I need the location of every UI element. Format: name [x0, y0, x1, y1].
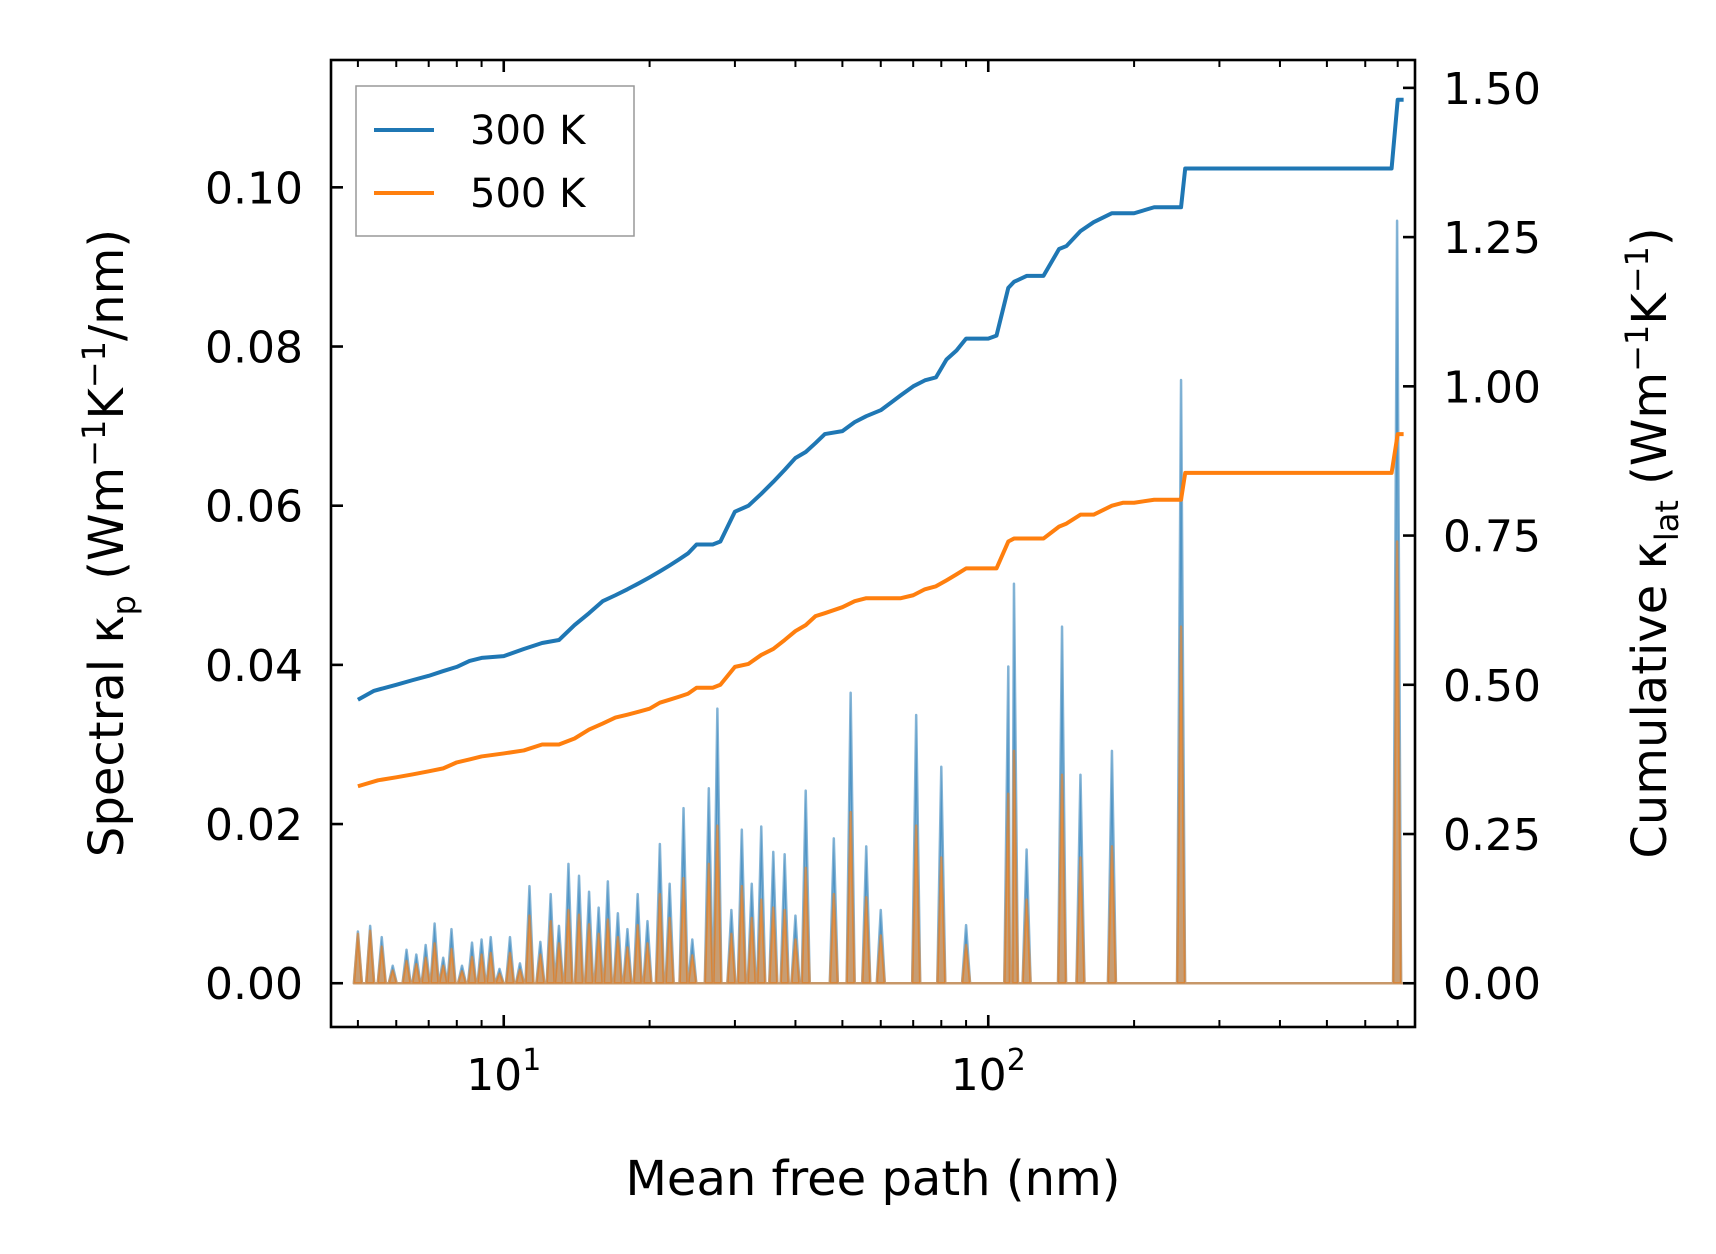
left-tick-label: 0.02	[205, 800, 303, 851]
cumulative-line-500k	[357, 432, 1405, 789]
right-axis-ticks: 0.00 0.25 0.50 0.75 1.00 1.25 1.50	[1403, 64, 1541, 1010]
x-tick-label: 102	[951, 1043, 1026, 1101]
legend-frame	[355, 85, 635, 237]
x-axis-label: Mean free path (nm)	[626, 1151, 1121, 1207]
left-tick-label: 0.08	[205, 323, 303, 374]
left-tick-label: 0.04	[205, 641, 303, 692]
left-tick-label: 0.10	[205, 163, 303, 214]
legend: 300 K 500 K	[355, 85, 635, 237]
right-tick-label: 0.00	[1443, 959, 1541, 1010]
right-tick-label: 1.50	[1443, 64, 1541, 115]
spectral-area-300k	[352, 219, 1407, 985]
right-tick-label: 0.50	[1443, 661, 1541, 712]
spectral-series-layer	[352, 219, 1407, 985]
right-tick-label: 0.25	[1443, 810, 1541, 861]
left-axis-label: Spectral κp (Wm−1K−1/nm)	[75, 229, 143, 857]
left-tick-label: 0.06	[205, 482, 303, 533]
right-axis-label: Cumulative κlat (Wm−1K−1)	[1618, 227, 1686, 858]
plot-frame	[329, 58, 1417, 1029]
x-tick-label: 101	[466, 1043, 541, 1101]
spectral-area-500k	[352, 540, 1407, 985]
right-tick-label: 1.00	[1443, 362, 1541, 413]
cumulative-series-layer	[356, 97, 1405, 789]
plot-area	[329, 58, 1417, 1029]
right-tick-label: 1.25	[1443, 213, 1541, 264]
x-axis-ticks: 101 102	[356, 60, 1399, 1101]
left-tick-label: 0.00	[205, 959, 303, 1010]
legend-label-300k: 300 K	[470, 108, 587, 154]
cumulative-line-300k	[356, 97, 1405, 702]
legend-label-500k: 500 K	[470, 171, 587, 217]
left-axis-ticks: 0.00 0.02 0.04 0.06 0.08 0.10	[205, 163, 343, 1010]
right-tick-label: 0.75	[1443, 512, 1541, 563]
